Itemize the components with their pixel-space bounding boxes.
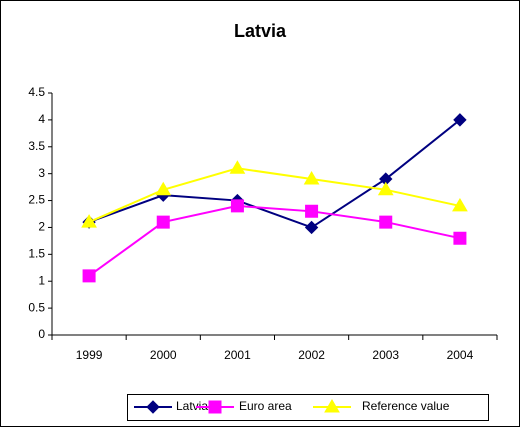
data-point bbox=[377, 181, 394, 196]
data-point bbox=[453, 231, 467, 245]
series-line bbox=[88, 204, 461, 277]
y-tick-label: 2 bbox=[38, 220, 45, 234]
y-tick-label: 3.5 bbox=[28, 139, 45, 153]
data-point bbox=[303, 171, 320, 185]
data-point bbox=[453, 113, 467, 127]
data-point bbox=[230, 199, 244, 213]
y-tick-label: 2.5 bbox=[28, 193, 45, 207]
data-point bbox=[452, 197, 468, 212]
x-tick-label: 2004 bbox=[447, 348, 474, 362]
legend-marker bbox=[324, 399, 340, 413]
legend-label: Latvia bbox=[176, 399, 208, 413]
series-line bbox=[88, 167, 461, 223]
x-tick-label: 2002 bbox=[298, 348, 325, 362]
data-point bbox=[229, 160, 246, 174]
y-tick-label: 4.5 bbox=[28, 85, 45, 99]
x-tick-label: 1999 bbox=[76, 348, 103, 362]
legend-label: Reference value bbox=[362, 399, 450, 413]
legend-marker bbox=[146, 400, 160, 414]
data-point bbox=[155, 181, 172, 196]
x-tick-label: 2001 bbox=[224, 348, 251, 362]
legend-marker bbox=[208, 400, 222, 414]
y-tick-label: 1 bbox=[38, 273, 45, 287]
y-tick-label: 4 bbox=[38, 112, 45, 126]
y-tick-label: 0.5 bbox=[28, 300, 45, 314]
y-tick-label: 1.5 bbox=[28, 247, 45, 261]
y-tick-label: 3 bbox=[38, 166, 45, 180]
legend-label: Euro area bbox=[239, 399, 292, 413]
data-point bbox=[304, 220, 319, 235]
chart-title: Latvia bbox=[234, 21, 287, 41]
data-point bbox=[81, 214, 97, 228]
data-point bbox=[156, 215, 170, 229]
x-tick-label: 2003 bbox=[372, 348, 399, 362]
series-line bbox=[88, 119, 461, 229]
data-point bbox=[379, 215, 393, 229]
data-point bbox=[82, 269, 96, 283]
legend-box bbox=[127, 394, 489, 421]
y-tick-label: 0 bbox=[38, 327, 45, 341]
x-tick-label: 2000 bbox=[150, 348, 177, 362]
data-point bbox=[305, 204, 319, 218]
